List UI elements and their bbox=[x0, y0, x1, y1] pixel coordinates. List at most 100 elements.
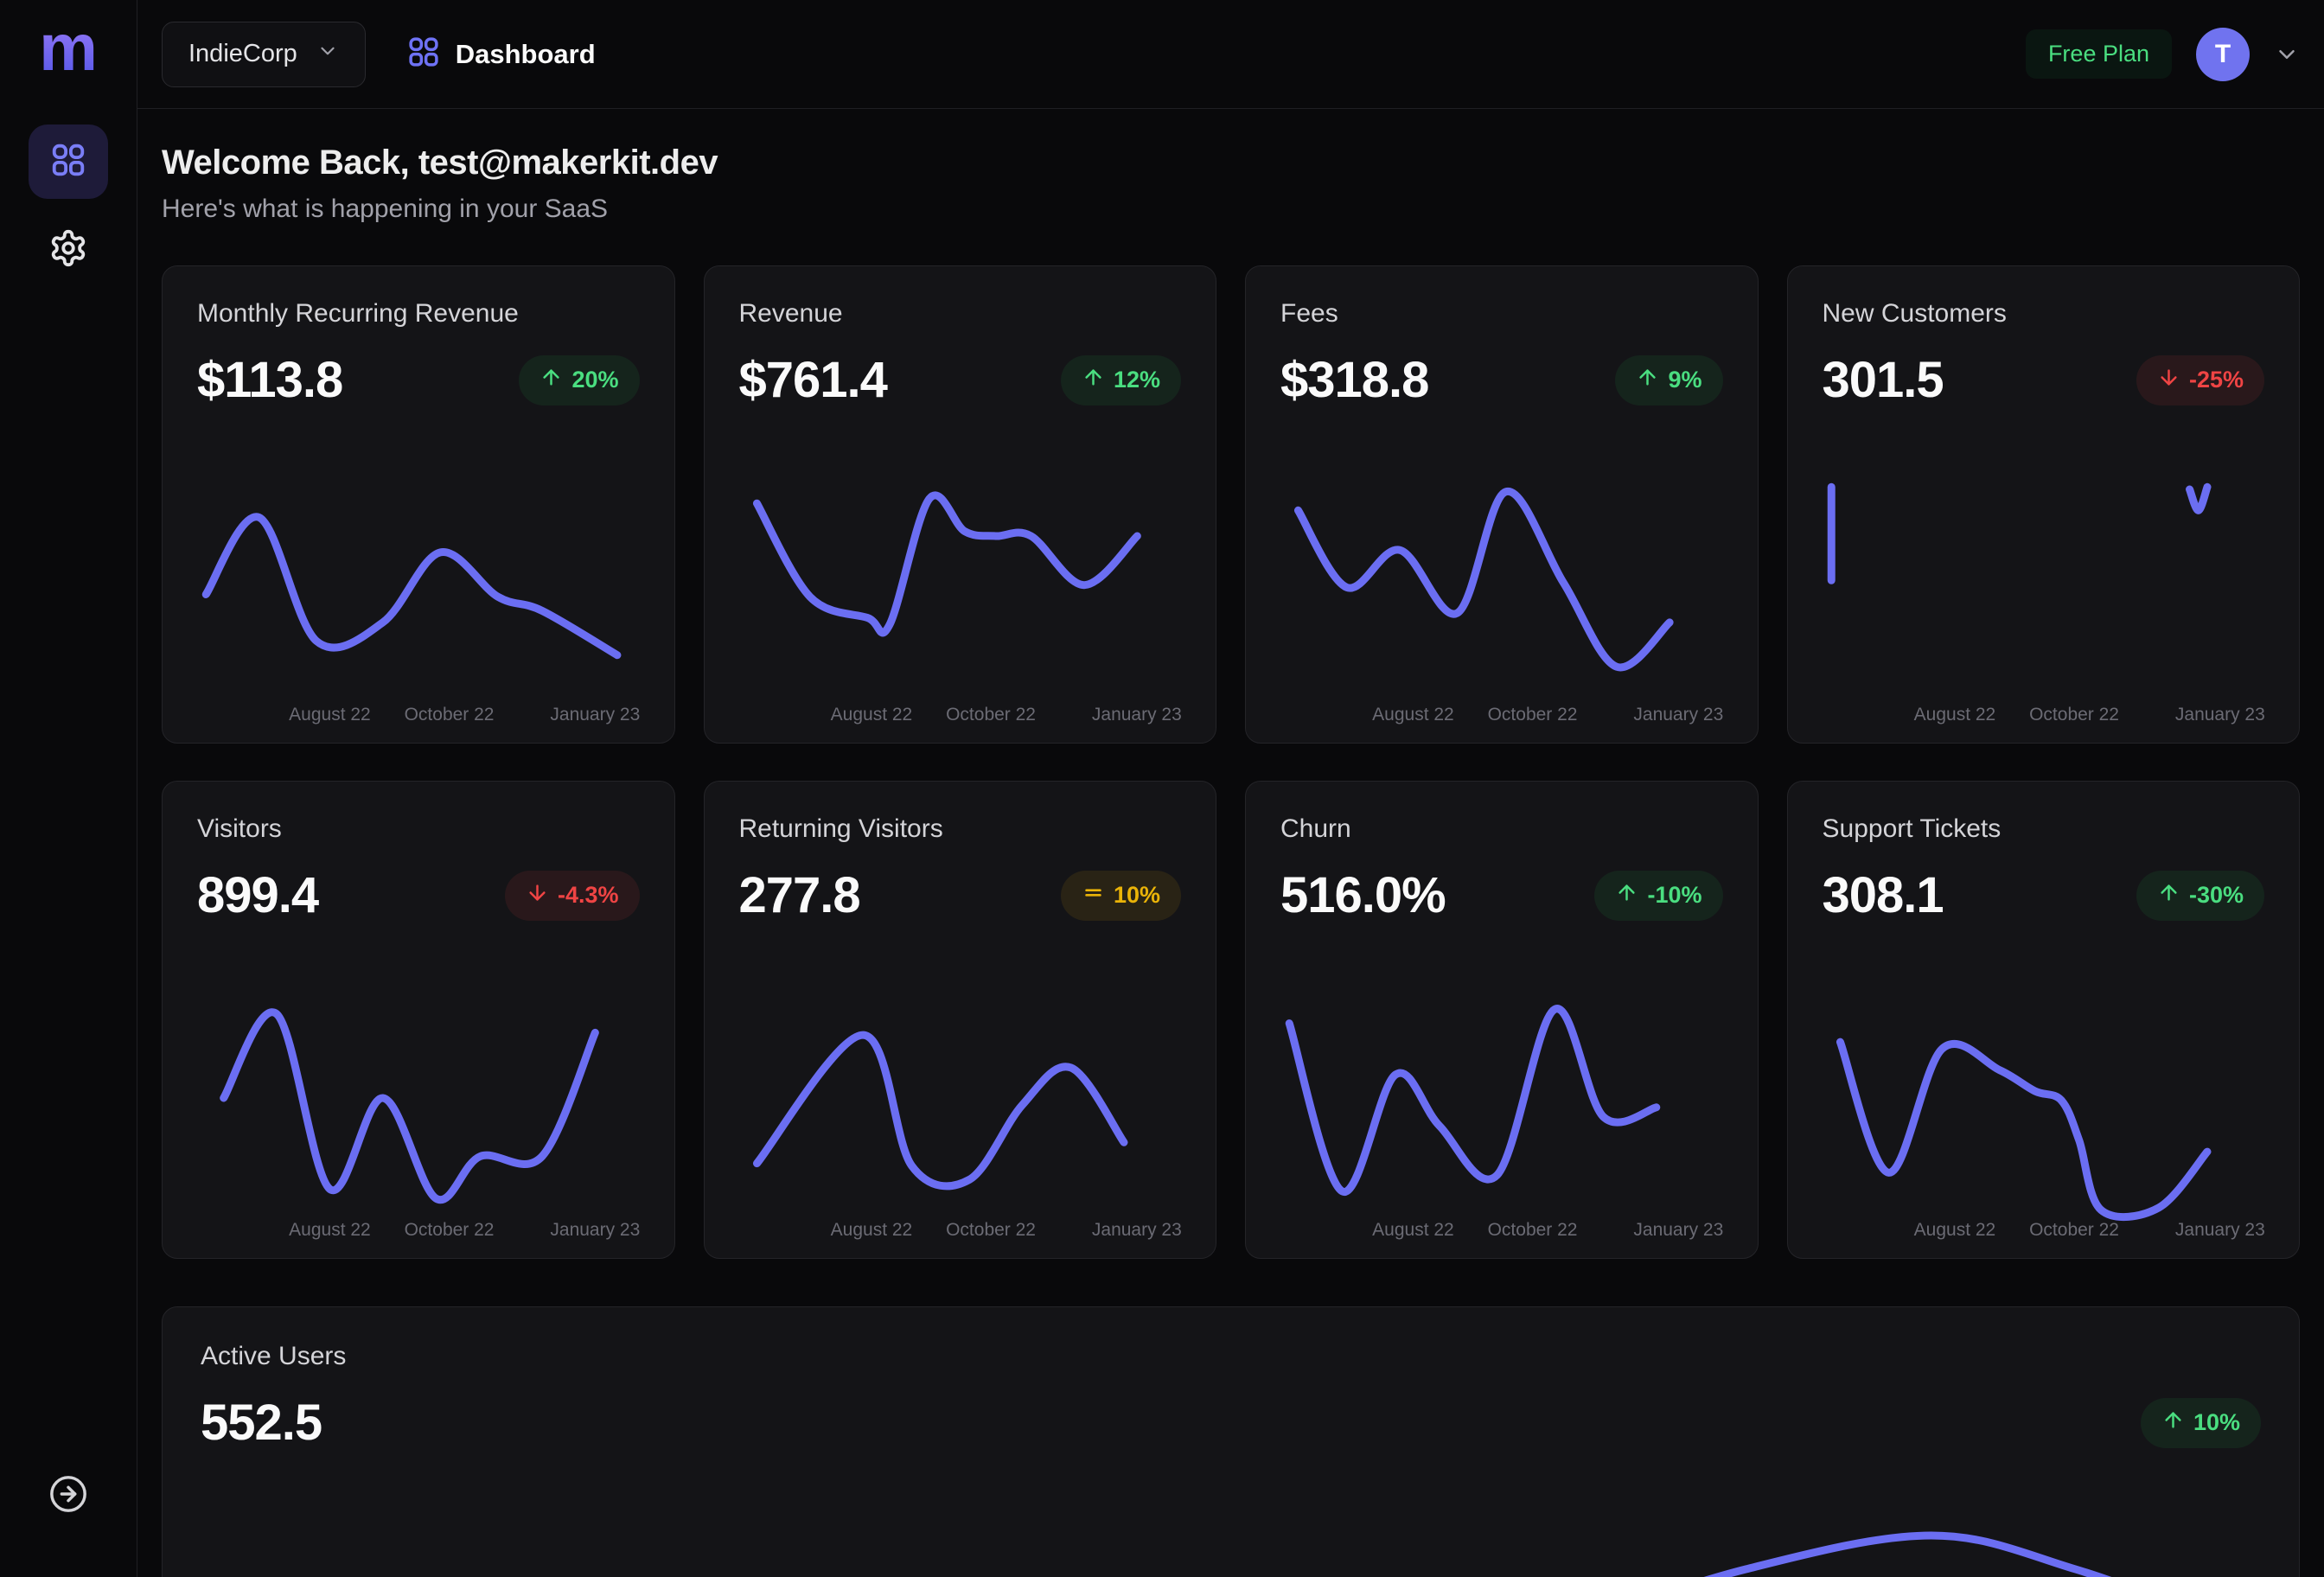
metric-title: Visitors bbox=[197, 814, 282, 843]
x-axis-label: October 22 bbox=[2029, 705, 2119, 725]
x-axis-label: October 22 bbox=[946, 705, 1036, 725]
x-axis-labels: August 22 October 22 January 23 bbox=[739, 1220, 1182, 1246]
breadcrumb: Dashboard bbox=[405, 34, 596, 74]
sidebar-item-dashboard[interactable] bbox=[29, 124, 108, 199]
trend-icon bbox=[2161, 1408, 2185, 1438]
metric-value: 899.4 bbox=[197, 867, 319, 923]
active-users-card: Active Users 552.5 10% bbox=[162, 1306, 2300, 1577]
x-axis-label: January 23 bbox=[550, 705, 641, 725]
metric-value: $761.4 bbox=[738, 352, 888, 408]
trend-label: -30% bbox=[2188, 882, 2244, 908]
metric-title: Revenue bbox=[738, 299, 843, 328]
metric-value: 308.1 bbox=[1822, 867, 1944, 923]
metric-value: 516.0% bbox=[1280, 867, 1446, 923]
welcome-title: Welcome Back, test@makerkit.dev bbox=[162, 144, 718, 182]
trend-icon bbox=[2157, 366, 2180, 395]
trend-badge: 10% bbox=[1060, 870, 1181, 921]
trend-label: -25% bbox=[2188, 367, 2244, 393]
team-selector[interactable]: IndieCorp bbox=[162, 21, 366, 87]
trend-icon bbox=[1636, 366, 1659, 395]
x-axis-label: August 22 bbox=[1913, 1220, 1996, 1240]
trend-label: 10% bbox=[1113, 882, 1160, 908]
user-menu-chevron[interactable] bbox=[2274, 42, 2300, 67]
metric-value: 301.5 bbox=[1822, 352, 1944, 408]
x-axis-label: October 22 bbox=[404, 705, 495, 725]
avatar[interactable]: T bbox=[2196, 27, 2250, 81]
x-axis-label: August 22 bbox=[830, 1220, 913, 1240]
trend-icon bbox=[1082, 366, 1105, 395]
sparkline-chart bbox=[1280, 466, 1723, 699]
team-selector-label: IndieCorp bbox=[188, 40, 297, 67]
welcome-subtitle: Here's what is happening in your SaaS bbox=[162, 195, 609, 223]
x-axis-label: January 23 bbox=[2174, 1220, 2265, 1240]
sparkline-chart bbox=[1823, 466, 2265, 699]
trend-icon bbox=[540, 366, 563, 395]
x-axis-label: August 22 bbox=[1372, 1220, 1454, 1240]
metric-title: Fees bbox=[1280, 299, 1338, 328]
x-axis-label: January 23 bbox=[1633, 1220, 1724, 1240]
metric-title: Returning Visitors bbox=[738, 814, 943, 843]
x-axis-label: October 22 bbox=[1487, 1220, 1578, 1240]
trend-badge: 20% bbox=[519, 354, 640, 405]
grid-icon bbox=[405, 34, 442, 74]
grid-icon bbox=[48, 140, 88, 184]
metric-card: Returning Visitors 277.8 10% August 22 Oc… bbox=[703, 781, 1216, 1259]
x-axis-label: October 22 bbox=[2029, 1220, 2119, 1240]
x-axis-label: October 22 bbox=[404, 1220, 495, 1240]
brand-logo[interactable]: m bbox=[39, 11, 98, 85]
trend-label: 20% bbox=[571, 367, 619, 393]
topbar: IndieCorp Dashboard Free Plan T bbox=[137, 0, 2324, 109]
trend-badge: -4.3% bbox=[504, 870, 640, 921]
plan-badge: Free Plan bbox=[2025, 29, 2172, 79]
metric-value: $113.8 bbox=[197, 352, 343, 408]
sparkline-chart bbox=[1823, 981, 2265, 1215]
sparkline-chart bbox=[197, 981, 640, 1215]
x-axis-labels: August 22 October 22 January 23 bbox=[197, 1220, 640, 1246]
x-axis-label: January 23 bbox=[1091, 1220, 1182, 1240]
x-axis-label: January 23 bbox=[550, 1220, 641, 1240]
metric-card: New Customers 301.5 -25% August 22 Octobe… bbox=[1786, 265, 2300, 744]
x-axis-labels: August 22 October 22 January 23 bbox=[1823, 705, 2265, 731]
trend-icon bbox=[1082, 881, 1105, 910]
gear-icon bbox=[48, 228, 88, 272]
x-axis-label: October 22 bbox=[1487, 705, 1578, 725]
x-axis-label: August 22 bbox=[289, 705, 371, 725]
x-axis-label: January 23 bbox=[1091, 705, 1182, 725]
trend-label: 9% bbox=[1668, 367, 1702, 393]
metric-title: Churn bbox=[1280, 814, 1351, 843]
main-content: Welcome Back, test@makerkit.dev Here's w… bbox=[137, 109, 2324, 1577]
trend-badge: -10% bbox=[1594, 870, 1723, 921]
x-axis-labels: August 22 October 22 January 23 bbox=[739, 705, 1182, 731]
x-axis-label: August 22 bbox=[830, 705, 913, 725]
x-axis-label: January 23 bbox=[2174, 705, 2265, 725]
trend-icon bbox=[1615, 881, 1638, 910]
sidebar-collapse-button[interactable] bbox=[48, 1475, 89, 1516]
trend-badge: 12% bbox=[1060, 354, 1181, 405]
sidebar: m bbox=[0, 0, 137, 1577]
metric-value: 552.5 bbox=[201, 1395, 322, 1451]
sparkline-chart bbox=[201, 1512, 2261, 1577]
x-axis-labels: August 22 October 22 January 23 bbox=[1280, 705, 1723, 731]
trend-badge: 10% bbox=[2140, 1397, 2261, 1448]
trend-label: 12% bbox=[1113, 367, 1160, 393]
page-title: Dashboard bbox=[455, 38, 596, 69]
x-axis-labels: August 22 October 22 January 23 bbox=[197, 705, 640, 731]
sparkline-chart bbox=[739, 466, 1182, 699]
topbar-right: Free Plan T bbox=[2025, 27, 2300, 81]
active-users-section: Active Users 552.5 10% bbox=[162, 1306, 2300, 1577]
metric-card: Visitors 899.4 -4.3% August 22 October 22… bbox=[162, 781, 675, 1259]
metric-card: Support Tickets 308.1 -30% August 22 Octo… bbox=[1786, 781, 2300, 1259]
chevron-down-icon bbox=[316, 40, 339, 69]
x-axis-label: October 22 bbox=[946, 1220, 1036, 1240]
trend-icon bbox=[526, 881, 549, 910]
arrow-right-circle-icon bbox=[48, 1474, 88, 1518]
x-axis-label: August 22 bbox=[1913, 705, 1996, 725]
trend-icon bbox=[2157, 881, 2180, 910]
x-axis-label: August 22 bbox=[289, 1220, 371, 1240]
trend-label: 10% bbox=[2193, 1409, 2240, 1435]
metric-card: Monthly Recurring Revenue $113.8 20% Aug… bbox=[162, 265, 675, 744]
metric-value: 277.8 bbox=[738, 867, 861, 923]
sparkline-chart bbox=[739, 981, 1182, 1215]
trend-label: -4.3% bbox=[557, 882, 619, 908]
sidebar-item-settings[interactable] bbox=[29, 213, 108, 287]
